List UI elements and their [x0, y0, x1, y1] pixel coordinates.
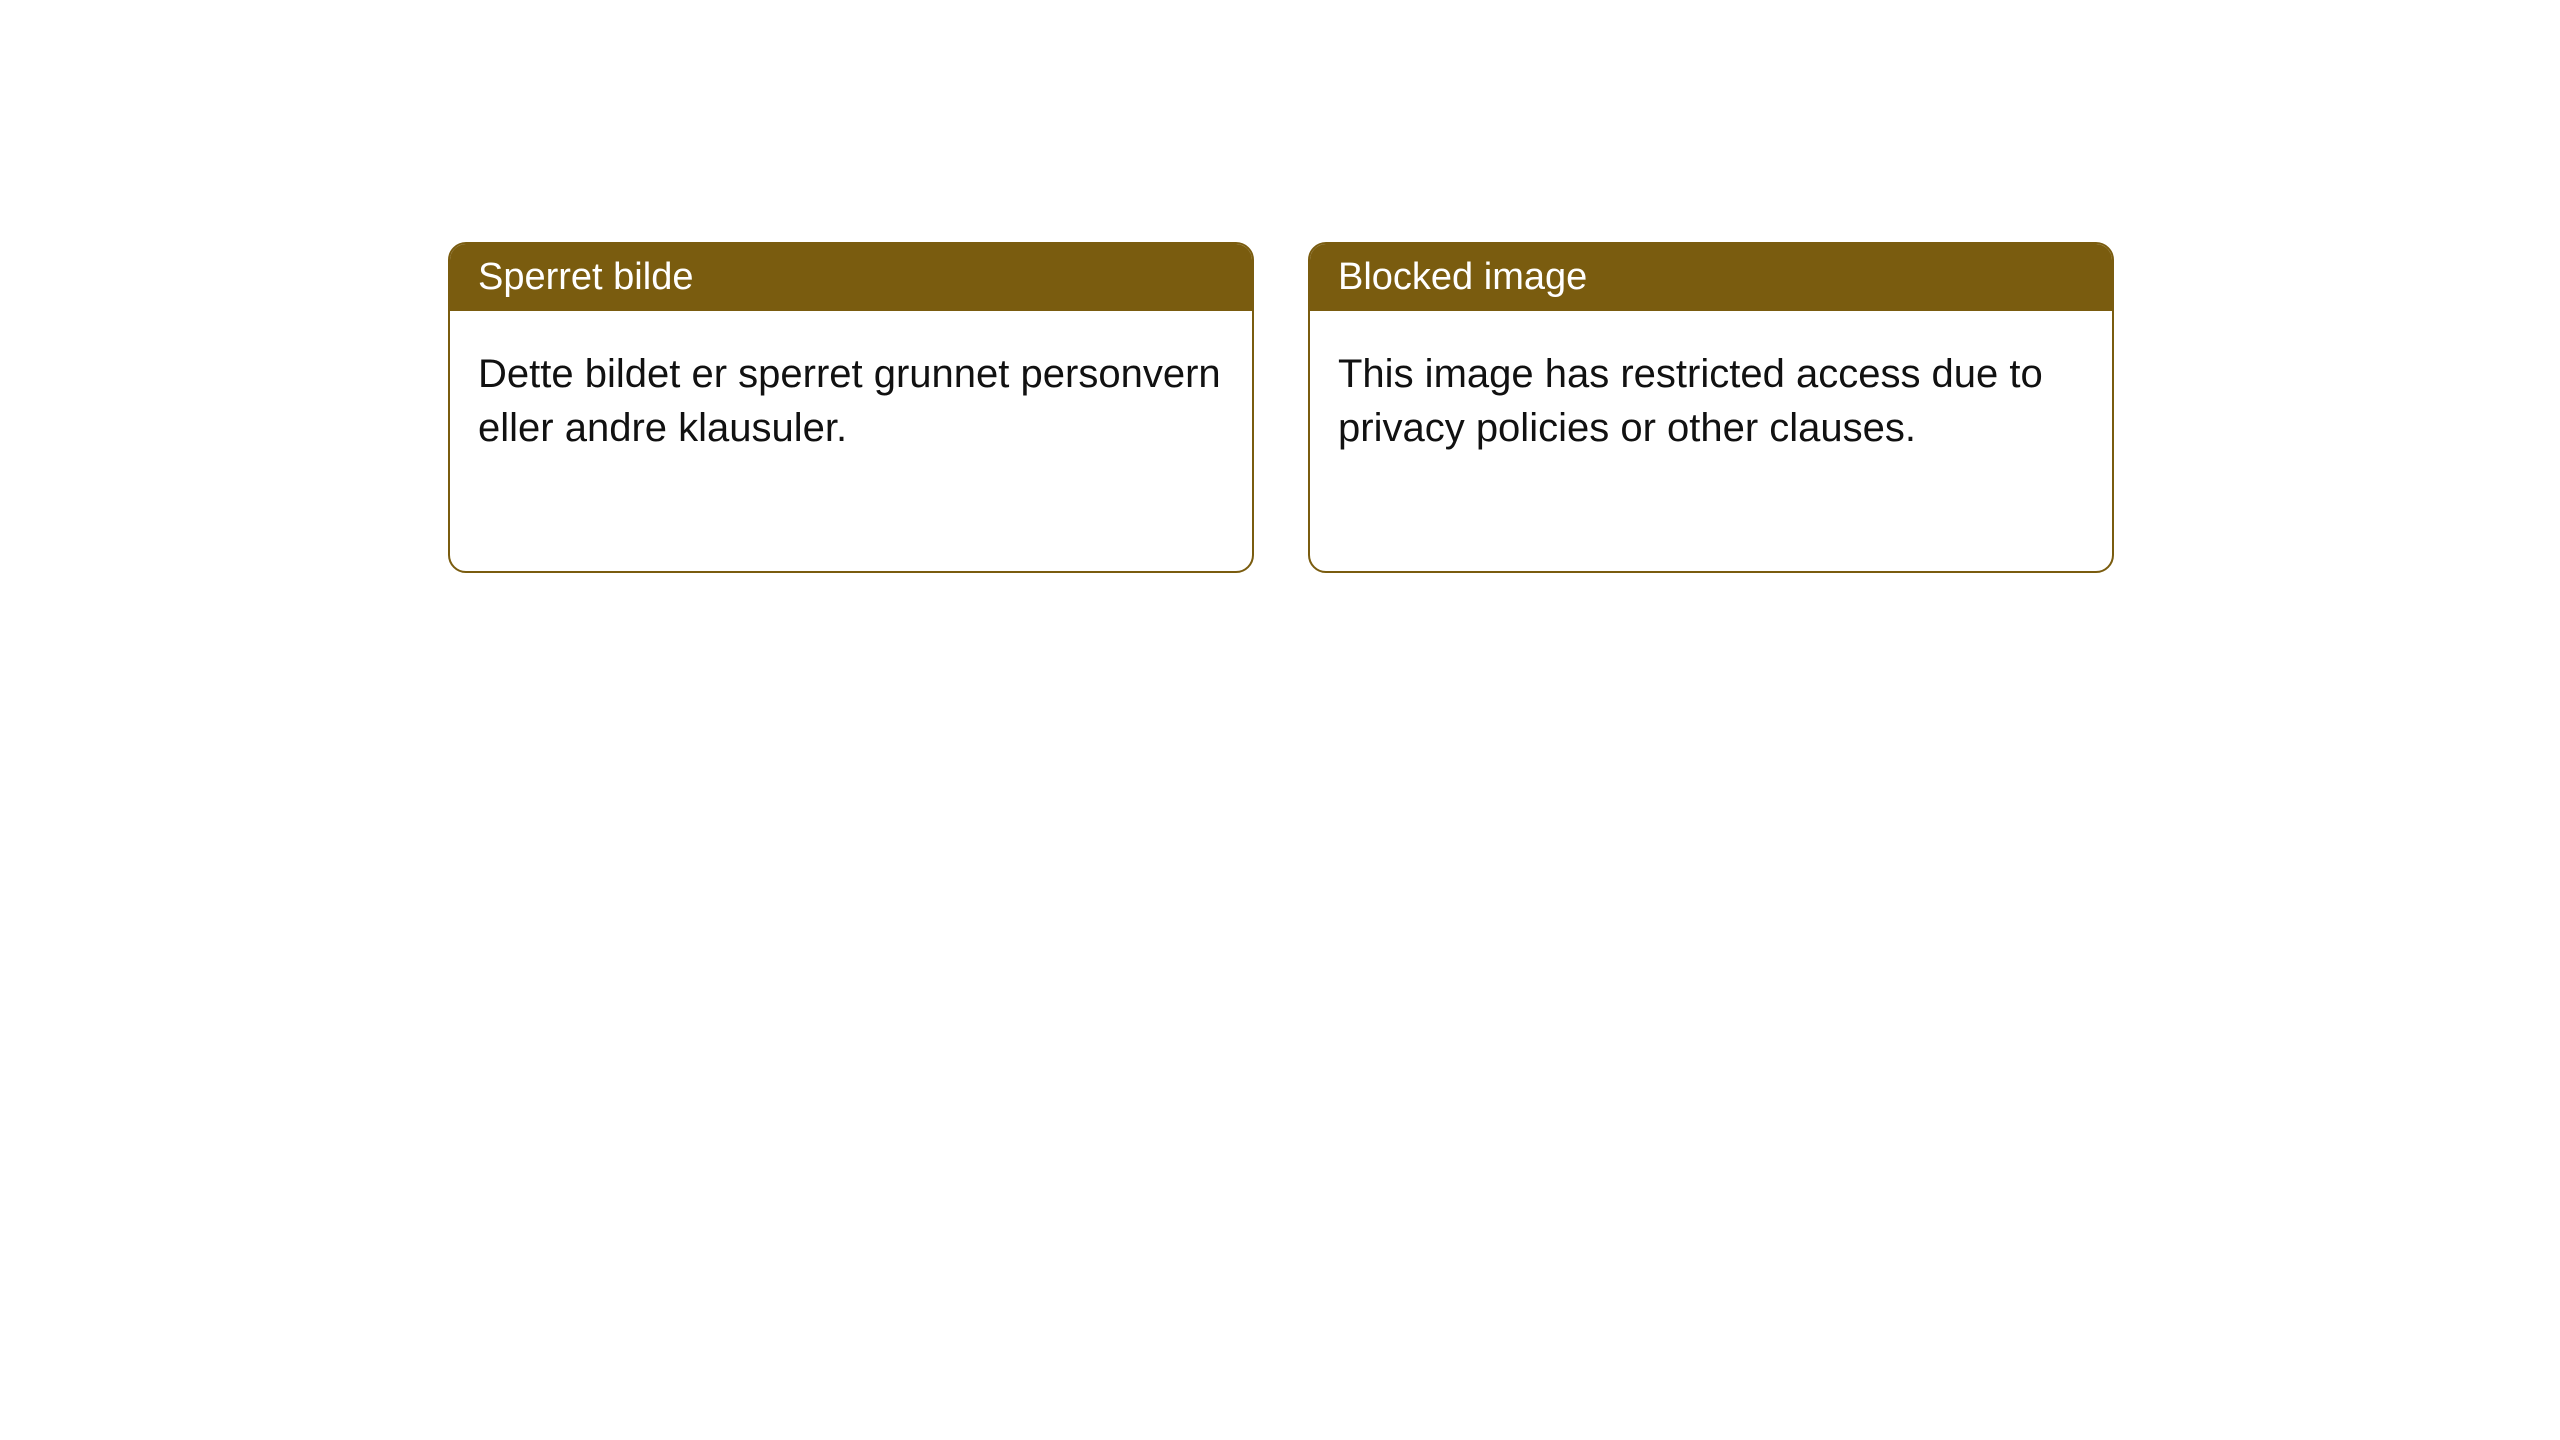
card-header-en: Blocked image: [1310, 244, 2112, 311]
blocked-image-card-no: Sperret bilde Dette bildet er sperret gr…: [448, 242, 1254, 573]
blocked-image-card-en: Blocked image This image has restricted …: [1308, 242, 2114, 573]
card-body-text-en: This image has restricted access due to …: [1338, 352, 2043, 450]
card-title-no: Sperret bilde: [478, 256, 693, 298]
card-body-en: This image has restricted access due to …: [1310, 311, 2112, 571]
card-body-text-no: Dette bildet er sperret grunnet personve…: [478, 352, 1221, 450]
card-body-no: Dette bildet er sperret grunnet personve…: [450, 311, 1252, 571]
card-header-no: Sperret bilde: [450, 244, 1252, 311]
card-title-en: Blocked image: [1338, 256, 1587, 298]
cards-container: Sperret bilde Dette bildet er sperret gr…: [0, 0, 2560, 573]
